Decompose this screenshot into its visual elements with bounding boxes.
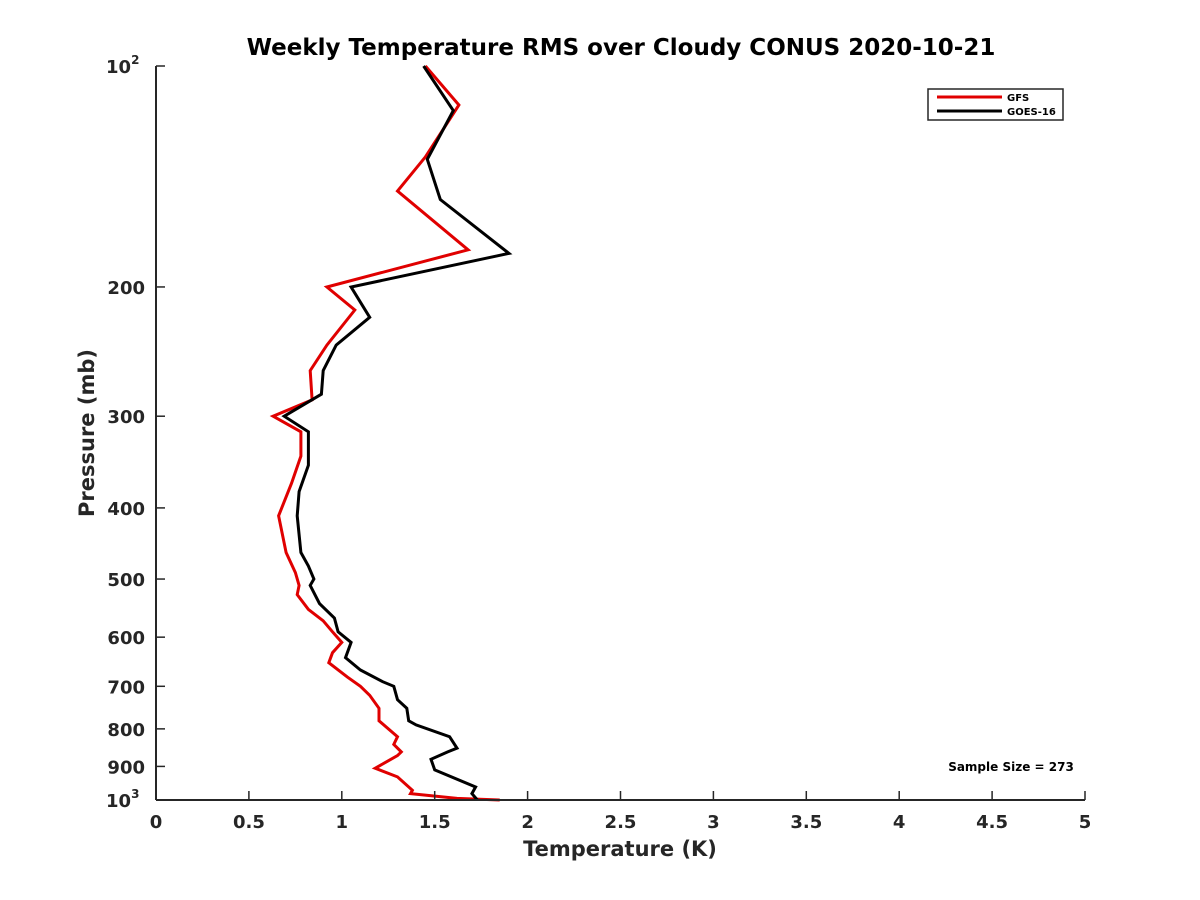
legend: GFS GOES-16 xyxy=(927,88,1064,121)
x-tick-label: 5 xyxy=(1079,812,1092,833)
y-tick-exponent: 3 xyxy=(131,787,139,801)
y-tick-label: 102 xyxy=(106,53,139,78)
x-ticks: 0 0.5 1 1.5 2 2.5 3 3.5 4 4.5 5 xyxy=(150,791,1092,833)
legend-box xyxy=(927,88,1064,121)
x-tick-label: 3.5 xyxy=(790,812,822,833)
x-tick-label: 2.5 xyxy=(605,812,637,833)
legend-label-goes-16: GOES-16 xyxy=(1007,107,1056,118)
y-tick-base: 10 xyxy=(106,791,131,812)
y-tick-label: 600 xyxy=(107,628,145,649)
y-tick-label: 500 xyxy=(107,570,145,591)
x-tick-label: 1 xyxy=(336,812,349,833)
y-tick-label: 700 xyxy=(107,677,145,698)
chart-title: Weekly Temperature RMS over Cloudy CONUS… xyxy=(247,35,996,61)
x-tick-label: 1.5 xyxy=(419,812,451,833)
series-line-goes-16 xyxy=(281,65,513,801)
x-tick-label: 4.5 xyxy=(976,812,1008,833)
y-tick-label: 400 xyxy=(107,499,145,520)
y-tick-label: 900 xyxy=(107,757,145,778)
x-tick-label: 0.5 xyxy=(233,812,265,833)
sample-size-annotation: Sample Size = 273 xyxy=(948,760,1074,774)
y-tick-label: 103 xyxy=(106,787,139,812)
y-tick-exponent: 2 xyxy=(131,53,139,67)
axes xyxy=(155,66,1085,801)
legend-label-gfs: GFS xyxy=(1007,93,1029,104)
series-line-gfs xyxy=(269,65,500,802)
y-tick-base: 10 xyxy=(106,57,131,78)
x-axis-label: Temperature (K) xyxy=(523,837,717,861)
y-tick-label: 300 xyxy=(107,407,145,428)
y-axis-label: Pressure (mb) xyxy=(75,349,99,517)
x-tick-label: 4 xyxy=(893,812,906,833)
x-tick-label: 2 xyxy=(521,812,534,833)
series-layer xyxy=(269,65,513,802)
x-tick-label: 3 xyxy=(707,812,720,833)
y-tick-label: 800 xyxy=(107,720,145,741)
y-tick-label: 200 xyxy=(107,278,145,299)
x-tick-label: 0 xyxy=(150,812,163,833)
